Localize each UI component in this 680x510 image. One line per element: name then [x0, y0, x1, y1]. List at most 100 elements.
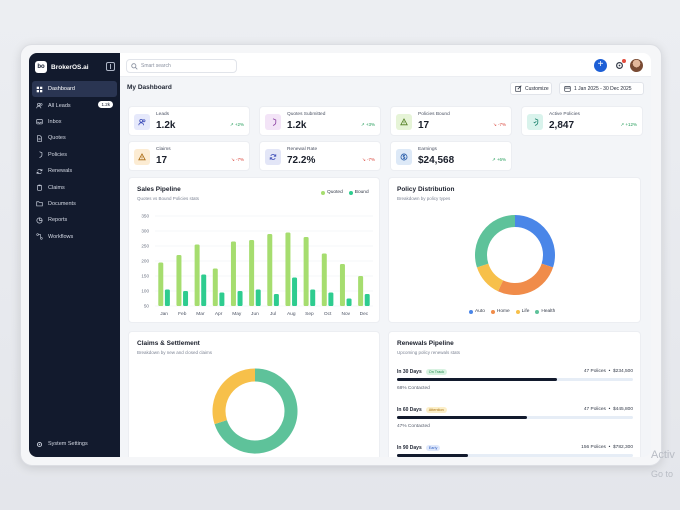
- bar-quoted-apr[interactable]: [212, 268, 218, 307]
- bar-bound-aug[interactable]: [292, 277, 298, 307]
- kpi-value: 17: [156, 155, 168, 166]
- add-button[interactable]: +: [594, 59, 607, 72]
- kpi-card-earnings[interactable]: Earnings $24,568 ↗ +6%: [390, 141, 512, 171]
- kpi-card-leads[interactable]: Leads 1.2k ↗ +2%: [128, 106, 250, 136]
- bar-quoted-oct[interactable]: [321, 253, 327, 307]
- bar-bound-may[interactable]: [237, 291, 243, 306]
- bar-quoted-jun[interactable]: [249, 240, 255, 306]
- slice-health[interactable]: [475, 215, 516, 268]
- inbox-icon: [36, 118, 43, 125]
- bar-bound-jul[interactable]: [273, 294, 279, 306]
- sidebar-item-quotes[interactable]: Quotes: [32, 130, 117, 146]
- refresh-icon: [36, 168, 43, 175]
- bar-quoted-dec[interactable]: [358, 276, 364, 306]
- renewal-label: In 30 Days On Track: [397, 369, 448, 375]
- bar-bound-oct[interactable]: [328, 292, 334, 307]
- bar-quoted-feb[interactable]: [176, 255, 182, 306]
- calendar-icon: [564, 85, 571, 92]
- bar-quoted-jan[interactable]: [158, 262, 164, 307]
- slice-auto[interactable]: [514, 215, 555, 268]
- sidebar-item-claims[interactable]: Claims: [32, 179, 117, 195]
- bar-quoted-sep[interactable]: [303, 237, 309, 306]
- sidebar-item-workflows[interactable]: Workflows: [32, 229, 117, 245]
- y-tick-label: 150: [141, 274, 149, 279]
- sidebar-item-policies[interactable]: Policies: [32, 147, 117, 163]
- bar-quoted-mar[interactable]: [194, 244, 200, 307]
- progress-fill: [397, 416, 527, 419]
- renewal-row[interactable]: In 30 Days On Track 47 Polices • $234,500 6…: [397, 369, 633, 395]
- bar-bound-sep[interactable]: [310, 289, 316, 307]
- renewal-summary: 47 Polices • $445,800: [583, 407, 633, 412]
- legend-label: Health: [541, 309, 556, 314]
- x-tick-label: Oct: [324, 311, 332, 317]
- kpi-delta: ↗ +2%: [230, 122, 244, 128]
- pie-icon: [36, 217, 43, 224]
- search-input[interactable]: Smart search: [126, 59, 237, 73]
- collapse-sidebar-icon[interactable]: [106, 62, 115, 71]
- sidebar-item-inbox[interactable]: Inbox: [32, 114, 117, 130]
- renewal-summary: 156 Polices • $782,300: [581, 445, 633, 450]
- main-content: Smart search + My Dashboard Customize 1 …: [120, 53, 651, 457]
- bar-bound-jan[interactable]: [164, 289, 170, 307]
- bar-quoted-aug[interactable]: [285, 232, 291, 307]
- legend-quoted: Quoted: [321, 190, 343, 195]
- search-placeholder: Smart search: [141, 63, 171, 69]
- brand-name: BrokerOS.ai: [51, 63, 89, 71]
- bar-bound-feb[interactable]: [183, 291, 189, 306]
- trend-up-icon: ↗: [229, 122, 235, 127]
- bar-bound-apr[interactable]: [219, 292, 225, 307]
- renewal-row[interactable]: In 60 Days Attention 47 Polices • $445,800…: [397, 407, 633, 433]
- kpi-label: Quotes Submitted: [287, 112, 326, 117]
- kpi-value: $24,568: [418, 155, 455, 166]
- bar-bound-mar[interactable]: [201, 274, 207, 307]
- sidebar-item-dashboard[interactable]: Dashboard: [32, 81, 117, 98]
- kpi-value: 1.2k: [156, 120, 176, 131]
- sidebar-item-reports[interactable]: Reports: [32, 212, 117, 228]
- brand[interactable]: bo BrokerOS.ai: [35, 61, 89, 73]
- kpi-card-policies-bound[interactable]: Policies Bound 17 ↘ -7%: [390, 106, 512, 136]
- slice-life[interactable]: [476, 263, 504, 292]
- sidebar-item-label: Reports: [48, 217, 68, 224]
- bar-quoted-may[interactable]: [230, 241, 236, 307]
- customize-button[interactable]: Customize: [510, 82, 552, 95]
- x-tick-label: Jul: [270, 311, 276, 317]
- bar-bound-nov[interactable]: [346, 298, 352, 307]
- kpi-card-claims[interactable]: Claims 17 ↘ -7%: [128, 141, 250, 171]
- legend-label: Bound: [354, 190, 369, 195]
- sidebar-item-documents[interactable]: Documents: [32, 196, 117, 212]
- slice-closed[interactable]: [214, 368, 298, 454]
- sidebar-item-all-leads[interactable]: All Leads 1.2k: [32, 97, 117, 113]
- card-subtitle: Breakdown by policy types: [397, 196, 451, 201]
- kpi-card-renewal-rate[interactable]: Renewal Rate 72.2% ↘ -7%: [259, 141, 381, 171]
- kpi-card-active-policies[interactable]: Active Policies 2,847 ↗ +12%: [521, 106, 643, 136]
- bar-quoted-jul[interactable]: [267, 234, 273, 306]
- trend-down-icon: ↘: [492, 122, 498, 127]
- kpi-card-quotes-submitted[interactable]: Quotes Submitted 1.2k ↗ +3%: [259, 106, 381, 136]
- sidebar-item-renewals[interactable]: Renewals: [32, 163, 117, 179]
- avatar[interactable]: [630, 59, 643, 72]
- sidebar-item-system-settings[interactable]: System Settings: [32, 437, 117, 451]
- settings-gear-icon[interactable]: [615, 61, 624, 70]
- bar-quoted-nov[interactable]: [339, 264, 345, 306]
- renewal-amount: $234,500: [612, 369, 633, 374]
- renewal-summary: 47 Polices • $234,500: [583, 369, 633, 374]
- slice-home[interactable]: [497, 263, 554, 295]
- renewal-amount: $445,800: [612, 407, 633, 412]
- bar-bound-dec[interactable]: [364, 294, 370, 306]
- workflow-icon: [36, 233, 43, 240]
- bar-bound-jun[interactable]: [255, 289, 261, 307]
- renewal-row[interactable]: In 90 Days Early 156 Polices • $782,300: [397, 445, 633, 457]
- warning-icon: [134, 149, 150, 165]
- kpi-value: 2,847: [549, 120, 575, 131]
- date-range-picker[interactable]: 1 Jan 2025 - 30 Dec 2025: [559, 82, 644, 95]
- shield-check-icon: [527, 114, 543, 130]
- card-subtitle: Upcoming policy renewals stats: [397, 350, 461, 355]
- renewal-window: In 90 Days: [397, 445, 422, 451]
- shield-icon: [265, 114, 281, 130]
- sidebar-item-label: Quotes: [48, 135, 66, 142]
- slice-new[interactable]: [212, 368, 256, 425]
- sidebar-item-label: System Settings: [48, 441, 88, 447]
- sales-bar-chart: 50 100 150 200 250 300 350 Jan Feb Mar Apr May Jun Ju…: [141, 214, 373, 317]
- x-tick-label: Mar: [196, 311, 205, 317]
- kpi-label: Claims: [156, 147, 171, 152]
